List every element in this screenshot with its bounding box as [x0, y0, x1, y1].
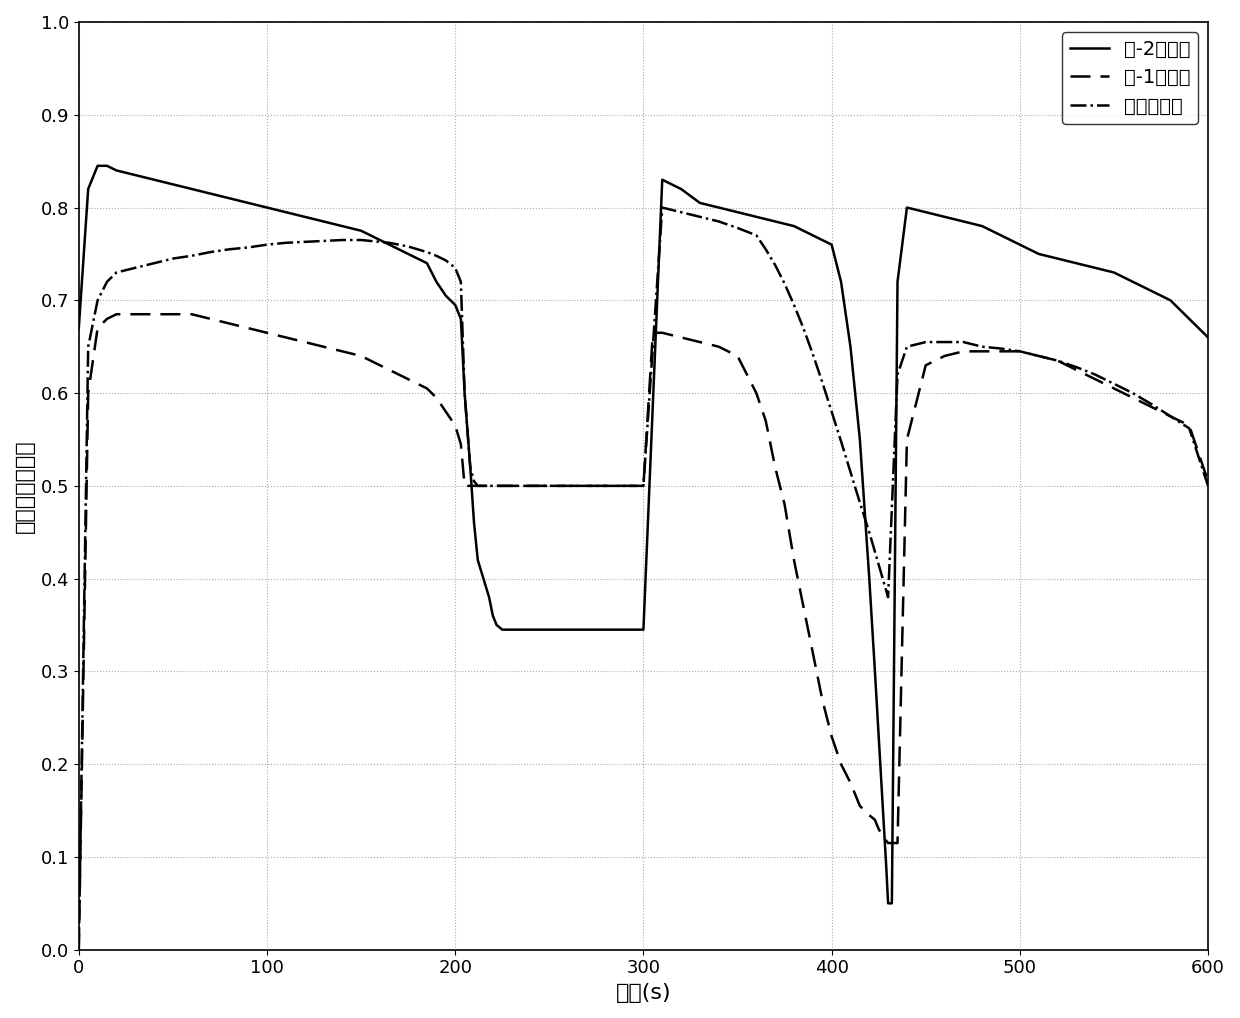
估计平均值 — [495, 479, 510, 492]
Line: 罐-1真实值: 罐-1真实值 — [79, 315, 1208, 950]
X-axis label: 时间(s): 时间(s) — [615, 983, 671, 1003]
罐-2真实值 — [880, 897, 895, 909]
罐-2真实值 — [505, 624, 520, 636]
罐-1真实值 — [382, 363, 397, 376]
Line: 估计平均值: 估计平均值 — [79, 208, 1208, 950]
估计平均值 — [1200, 479, 1215, 492]
估计平均值 — [72, 944, 87, 956]
罐-1真实值 — [618, 479, 632, 492]
估计平均值 — [919, 336, 934, 348]
Y-axis label: 平均氨气覆盖率: 平均氨气覆盖率 — [15, 439, 35, 532]
估计平均值 — [560, 479, 575, 492]
罐-1真实值 — [109, 308, 124, 321]
罐-2真实值 — [91, 160, 105, 172]
罐-1真实值 — [919, 359, 934, 372]
罐-1真实值 — [72, 944, 87, 956]
估计平均值 — [81, 341, 95, 353]
罐-2真实值 — [579, 624, 594, 636]
罐-2真实值 — [81, 183, 95, 195]
罐-2真实值 — [146, 174, 161, 186]
罐-1真实值 — [439, 405, 454, 417]
罐-2真实值 — [72, 322, 87, 334]
罐-1真实值 — [316, 341, 331, 353]
Legend: 罐-2真实值, 罐-1真实值, 估计平均值: 罐-2真实值, 罐-1真实值, 估计平均值 — [1061, 32, 1198, 124]
罐-1真实值 — [495, 479, 510, 492]
Line: 罐-2真实值: 罐-2真实值 — [79, 166, 1208, 903]
罐-2真实值 — [884, 897, 899, 909]
罐-2真实值 — [937, 211, 952, 223]
估计平均值 — [655, 202, 670, 214]
估计平均值 — [128, 262, 143, 274]
罐-2真实值 — [1200, 331, 1215, 343]
估计平均值 — [872, 559, 887, 571]
罐-1真实值 — [1200, 475, 1215, 488]
